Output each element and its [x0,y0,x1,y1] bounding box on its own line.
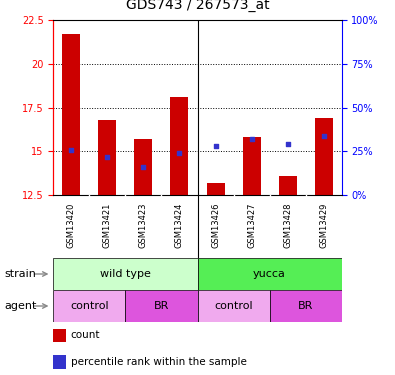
Text: GSM13420: GSM13420 [67,202,76,248]
Point [248,136,255,142]
Bar [62,34,80,195]
Text: wild type: wild type [100,269,151,279]
Point [104,153,111,159]
Text: GSM13426: GSM13426 [211,202,220,248]
Bar [270,290,342,322]
Bar [53,356,66,369]
Bar [198,290,269,322]
Text: control: control [70,301,109,311]
Bar [171,97,188,195]
Point [176,150,182,156]
Text: GSM13429: GSM13429 [319,202,328,248]
Bar [53,290,126,322]
Text: yucca: yucca [253,269,286,279]
Point [213,143,219,149]
Bar [134,139,152,195]
Bar [53,329,66,342]
Point [320,132,327,138]
Text: GSM13427: GSM13427 [247,202,256,248]
Text: strain: strain [4,269,36,279]
Text: GSM13428: GSM13428 [283,202,292,248]
Bar [53,258,198,290]
Point [284,141,291,147]
Text: BR: BR [154,301,169,311]
Text: GSM13424: GSM13424 [175,202,184,248]
Bar [315,118,333,195]
Text: BR: BR [298,301,313,311]
Point [68,147,75,153]
Bar [278,176,297,195]
Bar [243,137,261,195]
Bar [207,183,224,195]
Text: agent: agent [4,301,36,311]
Bar [198,258,342,290]
Text: count: count [71,330,100,340]
Text: GSM13421: GSM13421 [103,202,112,248]
Bar [98,120,117,195]
Text: GDS743 / 267573_at: GDS743 / 267573_at [126,0,269,12]
Text: GSM13423: GSM13423 [139,202,148,248]
Text: percentile rank within the sample: percentile rank within the sample [71,357,246,367]
Text: control: control [214,301,253,311]
Point [140,164,147,170]
Bar [126,290,198,322]
